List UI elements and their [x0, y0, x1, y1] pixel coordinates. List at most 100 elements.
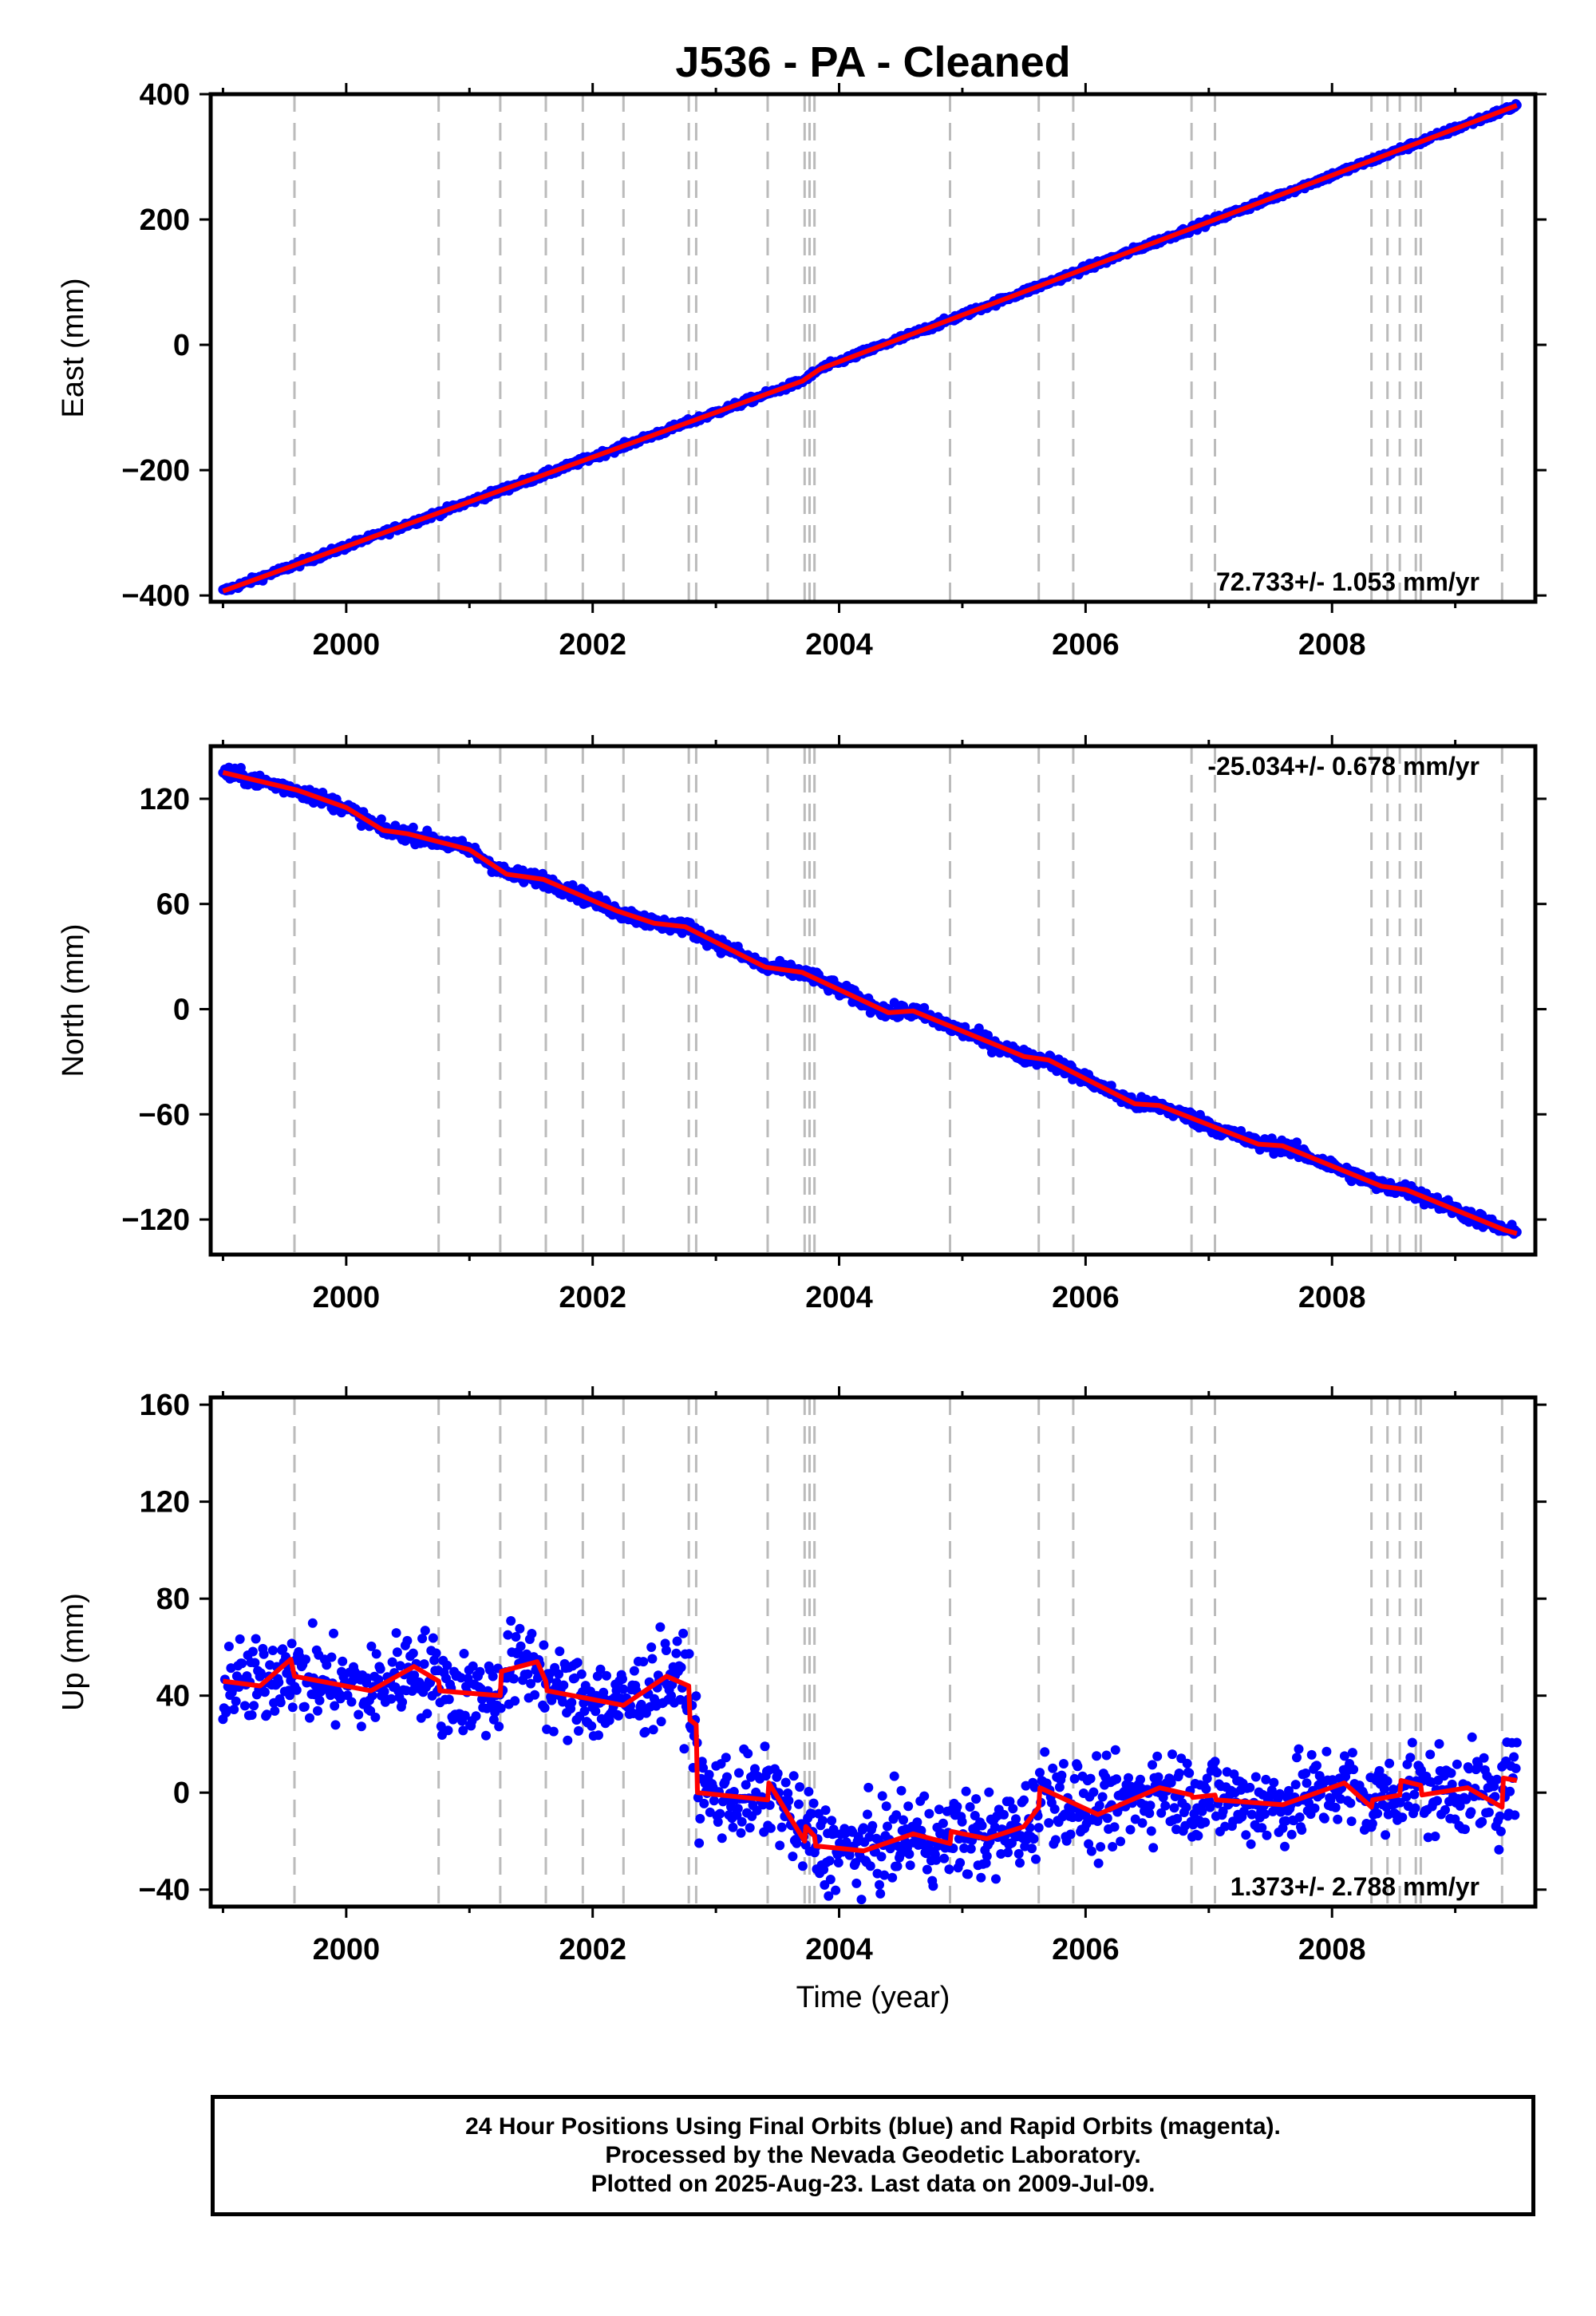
up-data-point: [417, 1634, 428, 1644]
up-data-point: [354, 1709, 364, 1720]
up-data-point: [391, 1628, 401, 1638]
up-data-point: [1148, 1760, 1157, 1770]
up-data-point: [1511, 1737, 1522, 1748]
up-data-point: [468, 1661, 478, 1671]
up-data-point: [912, 1817, 922, 1828]
east-model-line: [222, 103, 1518, 594]
up-data-point: [1367, 1819, 1377, 1829]
up-data-point: [1093, 1858, 1104, 1868]
up-data-point: [679, 1744, 689, 1754]
up-data-point: [717, 1833, 727, 1844]
up-data-point: [1397, 1812, 1408, 1823]
up-data-point: [939, 1853, 950, 1863]
north-y-tick-label: 60: [156, 888, 190, 922]
up-x-tick-label: 2006: [1052, 1933, 1120, 1966]
up-data-point: [715, 1808, 725, 1819]
up-data-point: [695, 1813, 705, 1824]
up-data-point: [1467, 1732, 1477, 1742]
up-data-point: [459, 1649, 469, 1658]
up-data-point: [270, 1705, 280, 1716]
up-data-point: [1197, 1806, 1207, 1816]
up-data-point: [1345, 1798, 1356, 1808]
up-data-point: [547, 1695, 557, 1705]
up-data-point: [488, 1671, 498, 1682]
up-y-tick-label: 0: [173, 1777, 190, 1810]
up-data-point: [229, 1705, 239, 1714]
up-data-point: [392, 1647, 402, 1658]
up-data-point: [515, 1623, 525, 1634]
up-data-point: [804, 1787, 814, 1796]
up-data-point: [824, 1891, 834, 1901]
caption-line-3: Plotted on 2025-Aug-23. Last data on 200…: [591, 2171, 1156, 2197]
up-data-point: [1511, 1763, 1521, 1773]
up-data-point: [1509, 1752, 1519, 1762]
up-data-point: [743, 1749, 753, 1759]
up-data-point: [222, 1705, 232, 1716]
up-x-tick-label: 2002: [559, 1933, 626, 1966]
up-data-point: [1069, 1773, 1080, 1784]
up-data-point: [1381, 1830, 1391, 1840]
up-data-point: [1286, 1829, 1297, 1840]
up-data-point: [859, 1823, 868, 1833]
up-data-point: [1167, 1749, 1177, 1760]
up-data-point: [896, 1785, 907, 1796]
up-data-points: [218, 1616, 1522, 1905]
up-data-point: [691, 1691, 701, 1701]
up-data-point: [275, 1697, 286, 1708]
up-data-point: [1174, 1769, 1184, 1778]
up-data-point: [1297, 1825, 1307, 1835]
up-data-point: [1160, 1800, 1171, 1811]
up-data-point: [827, 1816, 837, 1826]
up-data-point: [1169, 1803, 1179, 1813]
up-data-point: [1112, 1774, 1122, 1784]
up-data-point: [463, 1674, 473, 1684]
up-panel: 2000 2002 2004 2006 2008 160 120 80 40 0 −40 Up (mm…: [57, 1386, 1547, 1966]
up-data-point: [638, 1657, 649, 1667]
up-data-point: [313, 1705, 322, 1716]
up-data-point: [267, 1646, 278, 1655]
up-data-point: [736, 1828, 746, 1838]
up-data-point: [671, 1648, 681, 1658]
east-y-tick-label: 400: [140, 78, 190, 112]
up-data-point: [1257, 1823, 1267, 1833]
up-data-point: [647, 1654, 658, 1664]
up-data-point: [1136, 1774, 1145, 1784]
up-data-point: [1031, 1854, 1041, 1864]
chart-title: J536 - PA - Cleaned: [675, 38, 1070, 86]
up-data-point: [444, 1694, 454, 1705]
up-data-point: [879, 1870, 890, 1880]
up-data-point: [1008, 1804, 1018, 1814]
up-data-point: [1510, 1810, 1520, 1820]
up-data-point: [511, 1632, 521, 1642]
up-data-point: [274, 1678, 284, 1687]
up-data-point: [684, 1649, 694, 1659]
up-data-point: [745, 1823, 755, 1833]
up-data-point: [1156, 1808, 1167, 1818]
east-x-tick-label: 2000: [313, 628, 381, 662]
up-data-point: [287, 1702, 298, 1713]
up-data-point: [819, 1864, 829, 1875]
up-data-point: [1110, 1745, 1120, 1755]
up-data-point: [527, 1629, 537, 1638]
up-data-point: [784, 1796, 794, 1806]
up-data-point: [1086, 1846, 1096, 1856]
up-data-point: [1446, 1768, 1456, 1778]
up-data-point: [1269, 1777, 1279, 1788]
up-data-point: [1172, 1813, 1183, 1824]
up-data-point: [1373, 1808, 1383, 1819]
up-data-point: [356, 1721, 366, 1732]
up-data-point: [1011, 1814, 1021, 1824]
north-panel: 2000 2002 2004 2006 2008 120 60 0 −60 −120 North (…: [57, 735, 1547, 1314]
up-data-point: [223, 1642, 234, 1651]
up-data-point: [977, 1820, 987, 1831]
up-data-point: [235, 1634, 245, 1644]
up-data-point: [1153, 1772, 1163, 1782]
up-data-point: [1382, 1776, 1393, 1786]
up-data-point: [305, 1713, 314, 1723]
up-data-point: [1152, 1751, 1163, 1761]
up-data-point: [776, 1822, 787, 1832]
up-data-point: [877, 1791, 887, 1801]
up-data-point: [984, 1787, 994, 1797]
up-data-point: [1003, 1848, 1013, 1858]
north-y-tick-label: 0: [173, 993, 190, 1026]
